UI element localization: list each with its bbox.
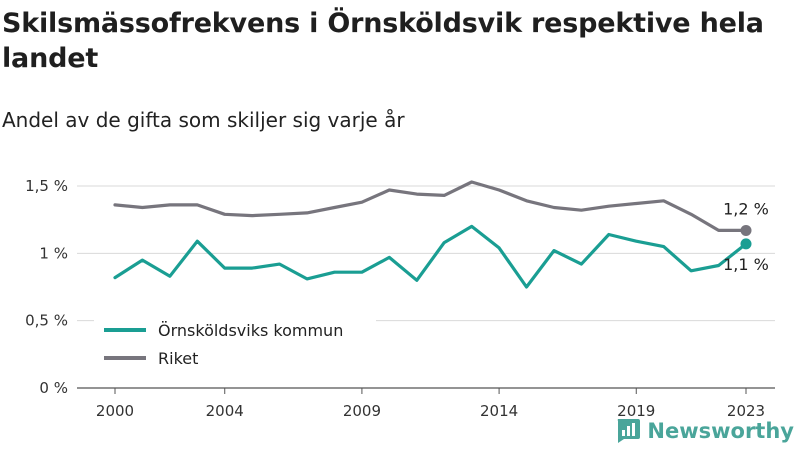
y-tick-label: 0 % [39, 379, 68, 397]
end-label-ornskoldsvik: 1,1 % [723, 255, 769, 274]
series-line-riket [113, 180, 748, 232]
x-tick-label: 2019 [617, 402, 655, 420]
x-tick-label: 2000 [96, 402, 134, 420]
y-tick-label: 0,5 % [25, 312, 68, 330]
y-tick-label: 1,5 % [25, 177, 68, 195]
x-tick-label: 2009 [343, 402, 381, 420]
end-point-ornskoldsvik [740, 238, 752, 250]
bar-chart-logo-icon [618, 419, 641, 443]
series-line-ornskoldsvik [113, 224, 748, 289]
x-tick-label: 2023 [727, 402, 765, 420]
end-point-riket [740, 224, 752, 236]
x-tick-label: 2014 [480, 402, 518, 420]
end-label-riket: 1,2 % [723, 199, 769, 218]
chart-subtitle: Andel av de gifta som skiljer sig varje … [2, 108, 405, 132]
brand-name: Newsworthy [647, 419, 794, 443]
legend-label-ornskoldsvik: Örnsköldsviks kommun [158, 321, 343, 340]
legend-background [94, 316, 376, 372]
chart-title: Skilsmässofrekvens i Örnsköldsvik respek… [2, 8, 764, 74]
newsworthy-brand: Newsworthy [615, 418, 794, 444]
x-tick-label: 2004 [206, 402, 244, 420]
y-tick-label: 1 % [39, 244, 68, 262]
legend-label-riket: Riket [158, 349, 198, 368]
